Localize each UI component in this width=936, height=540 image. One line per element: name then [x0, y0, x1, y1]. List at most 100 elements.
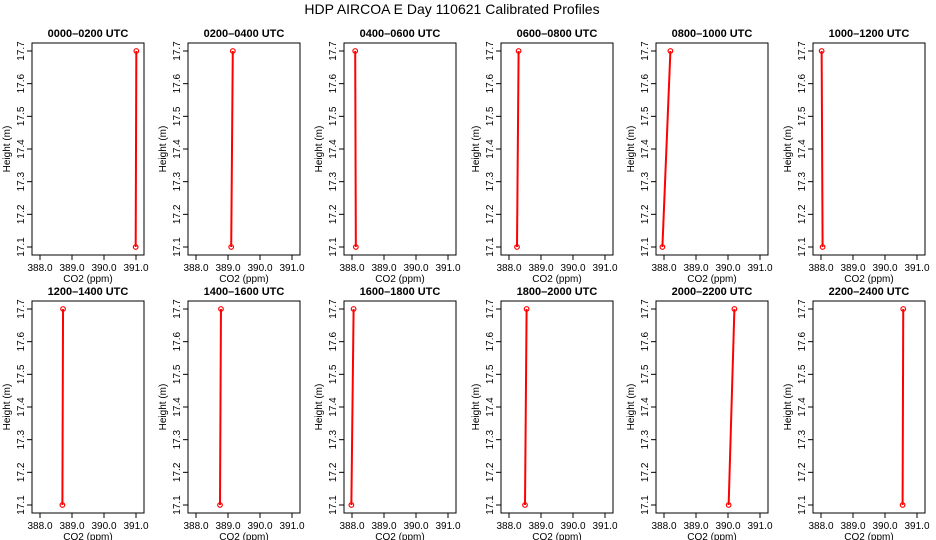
y-tick-label: 17.7 — [328, 41, 339, 61]
profile-point — [133, 48, 140, 54]
y-axis-label: Height (m) — [314, 126, 325, 173]
x-tick-label: 390.0 — [715, 263, 740, 274]
y-tick-label: 17.6 — [797, 331, 808, 351]
plot-frame — [655, 42, 769, 256]
x-axis-label: CO2 (ppm) — [219, 274, 268, 285]
y-tick-label: 17.6 — [328, 331, 339, 351]
profile-panel: 0200–0400 UTC 388.0 389.0 390.0 391.0 17.1 17.… — [158, 28, 305, 285]
profile-line — [516, 50, 520, 248]
profile-line — [350, 308, 355, 506]
x-tick-label: 388.0 — [496, 263, 521, 274]
x-tick-label: 389.0 — [371, 263, 396, 274]
y-tick-label: 17.1 — [640, 237, 651, 257]
x-tick-label: 389.0 — [215, 521, 240, 532]
x-tick-label: 390.0 — [247, 521, 272, 532]
x-tick-label: 389.0 — [528, 521, 553, 532]
y-tick-label: 17.4 — [16, 397, 27, 417]
plot-frame — [812, 300, 926, 514]
y-tick-label: 17.4 — [797, 397, 808, 417]
profile-panel: 0600–0800 UTC 388.0 389.0 390.0 391.0 17.1 17.… — [471, 28, 618, 285]
y-tick-label: 17.7 — [172, 41, 183, 61]
x-tick-label: 391.0 — [123, 521, 148, 532]
panel-title: 1600–1800 UTC — [360, 286, 441, 298]
plot-frame — [500, 300, 614, 514]
profile-point — [667, 48, 674, 54]
profile-panel: 1200–1400 UTC 388.0 389.0 390.0 391.0 17.1 17.… — [2, 286, 149, 540]
x-tick-label: 390.0 — [403, 521, 428, 532]
profile-point — [899, 502, 906, 508]
x-tick-label: 389.0 — [215, 263, 240, 274]
profile-line — [134, 50, 138, 248]
y-tick-label: 17.5 — [485, 106, 496, 126]
profile-point — [228, 244, 235, 250]
y-axis-label: Height (m) — [626, 384, 637, 431]
y-tick-label: 17.5 — [640, 364, 651, 384]
plot-frame — [187, 300, 301, 514]
y-tick-label: 17.6 — [16, 331, 27, 351]
y-axis-label: Height (m) — [783, 384, 794, 431]
x-tick-label: 391.0 — [435, 263, 460, 274]
x-tick-label: 389.0 — [59, 521, 84, 532]
profile-panel: 2000–2200 UTC 388.0 389.0 390.0 391.0 17.1 17.… — [626, 286, 773, 540]
y-tick-label: 17.1 — [16, 495, 27, 515]
x-tick-label: 388.0 — [496, 521, 521, 532]
x-tick-label: 391.0 — [904, 263, 929, 274]
y-axis-label: Height (m) — [783, 126, 794, 173]
y-tick-label: 17.1 — [172, 237, 183, 257]
y-tick-label: 17.2 — [640, 204, 651, 224]
y-tick-label: 17.7 — [485, 299, 496, 319]
x-tick-label: 389.0 — [528, 263, 553, 274]
y-tick-label: 17.7 — [485, 41, 496, 61]
profile-line — [661, 50, 672, 248]
profile-point — [523, 306, 530, 312]
x-tick-label: 391.0 — [279, 521, 304, 532]
profile-point — [522, 502, 528, 508]
y-axis-label: Height (m) — [626, 126, 637, 173]
profile-panel: 0000–0200 UTC 388.0 389.0 390.0 391.0 17.1 17.… — [2, 28, 149, 285]
x-tick-label: 390.0 — [560, 521, 585, 532]
profile-point — [514, 244, 520, 250]
profile-panel: 1000–1200 UTC 388.0 389.0 390.0 391.0 17.1 17.… — [783, 28, 930, 285]
figure-title: HDP AIRCOA E Day 110621 Calibrated Profi… — [304, 1, 599, 17]
y-tick-label: 17.6 — [16, 73, 27, 93]
y-tick-label: 17.5 — [172, 364, 183, 384]
y-tick-label: 17.7 — [328, 299, 339, 319]
profile-point — [60, 306, 66, 312]
plot-frame — [187, 42, 301, 256]
x-tick-label: 389.0 — [683, 521, 708, 532]
y-tick-label: 17.3 — [328, 429, 339, 449]
profile-point — [659, 244, 666, 250]
plot-frame — [343, 300, 457, 514]
y-tick-label: 17.6 — [797, 73, 808, 93]
y-tick-label: 17.1 — [640, 495, 651, 515]
y-tick-label: 17.2 — [485, 462, 496, 482]
y-tick-label: 17.2 — [172, 462, 183, 482]
y-tick-label: 17.1 — [328, 495, 339, 515]
y-tick-label: 17.2 — [328, 462, 339, 482]
x-tick-label: 391.0 — [904, 521, 929, 532]
profile-point — [218, 306, 224, 312]
x-axis-label: CO2 (ppm) — [63, 274, 112, 285]
y-tick-label: 17.5 — [485, 364, 496, 384]
y-tick-label: 17.7 — [16, 299, 27, 319]
x-axis-label: CO2 (ppm) — [63, 532, 112, 540]
y-tick-label: 17.4 — [172, 139, 183, 159]
y-tick-label: 17.7 — [172, 299, 183, 319]
y-tick-label: 17.7 — [640, 41, 651, 61]
x-tick-label: 390.0 — [247, 263, 272, 274]
y-tick-label: 17.1 — [797, 495, 808, 515]
x-tick-label: 389.0 — [371, 521, 396, 532]
y-tick-label: 17.2 — [797, 462, 808, 482]
x-tick-label: 388.0 — [27, 521, 52, 532]
x-tick-label: 389.0 — [840, 263, 865, 274]
profile-point — [731, 306, 738, 312]
profile-point — [818, 48, 825, 54]
y-tick-label: 17.3 — [328, 171, 339, 191]
plot-frame — [31, 300, 145, 514]
y-tick-label: 17.3 — [16, 171, 27, 191]
x-tick-label: 388.0 — [27, 263, 52, 274]
y-tick-label: 17.2 — [328, 204, 339, 224]
y-tick-label: 17.5 — [328, 364, 339, 384]
x-axis-label: CO2 (ppm) — [532, 274, 581, 285]
y-axis-label: Height (m) — [471, 126, 482, 173]
